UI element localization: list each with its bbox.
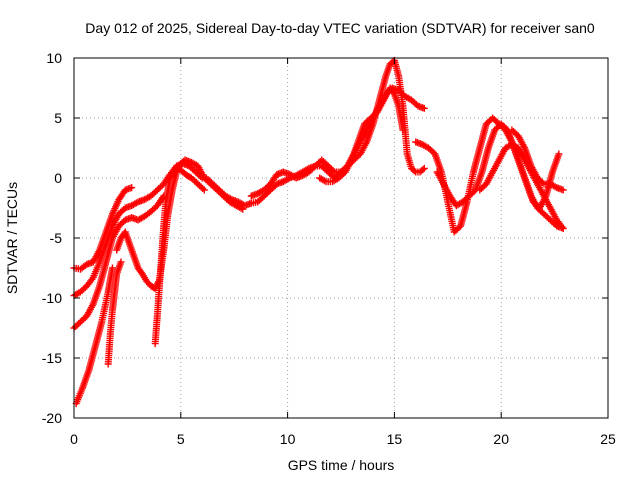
series-arc-9 (247, 56, 428, 200)
data-point (199, 185, 207, 192)
series-arc-14 (508, 126, 567, 194)
x-tick-label: 15 (387, 431, 403, 447)
data-point (538, 179, 546, 186)
series-arc-2 (70, 160, 206, 300)
x-axis-label: GPS time / hours (288, 457, 395, 473)
data-point (320, 177, 328, 185)
x-tick-label: 0 (70, 431, 78, 447)
chart-series (70, 56, 567, 408)
data-point (420, 104, 428, 112)
chart-axes: 0 5 10 15 20 25 -20 -15 -10 -5 0 5 10 (42, 50, 616, 447)
data-point (419, 166, 427, 174)
series-arc-7 (151, 164, 208, 348)
data-point (226, 195, 234, 203)
x-tick-label: 10 (280, 431, 296, 447)
y-tick-label: -15 (42, 350, 62, 366)
series-arc-10 (316, 84, 407, 186)
y-tick-label: -5 (50, 230, 63, 246)
y-tick-label: 10 (46, 50, 62, 66)
y-tick-label: 5 (54, 110, 62, 126)
y-tick-label: 0 (54, 170, 62, 186)
y-tick-label: -10 (42, 290, 62, 306)
data-point (108, 264, 116, 272)
data-point (399, 126, 407, 134)
chart-title: Day 012 of 2025, Sidereal Day-to-day VTE… (85, 20, 595, 36)
data-point (128, 184, 136, 192)
series-arc-5 (104, 258, 125, 368)
y-tick-label: -20 (42, 410, 62, 426)
series-arc-6 (113, 156, 247, 292)
x-tick-label: 20 (493, 431, 509, 447)
y-axis-label: SDTVAR / TECUs (4, 182, 20, 294)
series-arc-3 (70, 192, 168, 332)
chart-grid (74, 58, 608, 418)
data-point (559, 186, 567, 194)
x-tick-label: 5 (177, 431, 185, 447)
x-tick-label: 25 (600, 431, 616, 447)
data-point (132, 199, 140, 207)
data-point (329, 167, 337, 174)
series-arc-13 (476, 140, 567, 232)
data-point (551, 183, 559, 191)
data-point (555, 150, 563, 158)
data-point (559, 224, 567, 232)
data-point (410, 167, 418, 175)
data-point (200, 186, 208, 194)
data-point (420, 164, 428, 172)
data-point (117, 258, 125, 266)
